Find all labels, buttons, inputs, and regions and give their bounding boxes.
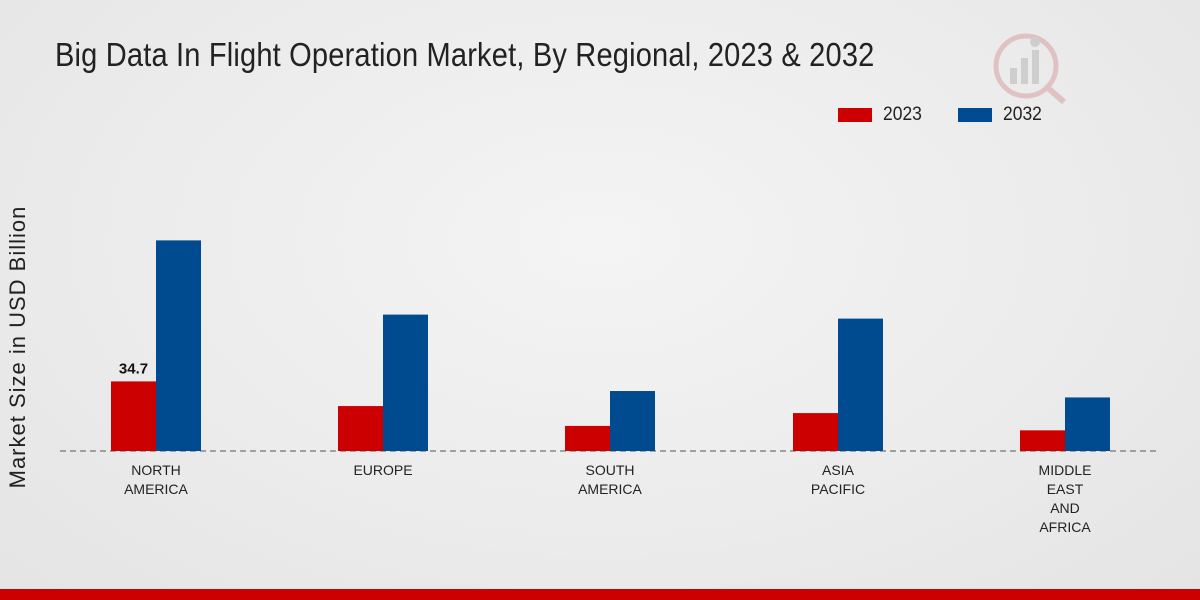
bar-2032-1	[383, 314, 428, 451]
legend-swatch-2023	[838, 108, 872, 122]
legend-label-2032: 2032	[1003, 104, 1042, 125]
bar-2032-4	[1065, 397, 1110, 451]
x-tick-label-2: SOUTH AMERICA	[578, 462, 642, 497]
data-label-0: 34.7	[119, 360, 148, 377]
bar-2023-3	[793, 413, 838, 451]
legend-item-2023: 2023	[838, 104, 925, 126]
bar-2023-2	[565, 425, 610, 451]
bar-2023-0	[111, 381, 156, 451]
bar-2032-0	[156, 240, 201, 451]
watermark-logo-icon	[990, 28, 1070, 108]
legend-swatch-2032	[958, 108, 992, 122]
bar-2023-4	[1020, 430, 1065, 451]
footer-bar	[0, 589, 1200, 600]
x-tick-label-0: NORTH AMERICA	[124, 462, 188, 497]
legend-item-2032: 2032	[958, 104, 1045, 126]
x-tick-label-4: MIDDLE EAST AND AFRICA	[1039, 462, 1092, 535]
x-tick-label-1: EUROPE	[353, 462, 412, 478]
bar-2032-3	[838, 318, 883, 451]
chart-title: Big Data In Flight Operation Market, By …	[55, 36, 875, 73]
x-tick-label-3: ASIA PACIFIC	[811, 462, 865, 497]
bar-2023-1	[338, 406, 383, 451]
bar-2032-2	[610, 391, 655, 451]
legend-label-2023: 2023	[883, 104, 922, 125]
